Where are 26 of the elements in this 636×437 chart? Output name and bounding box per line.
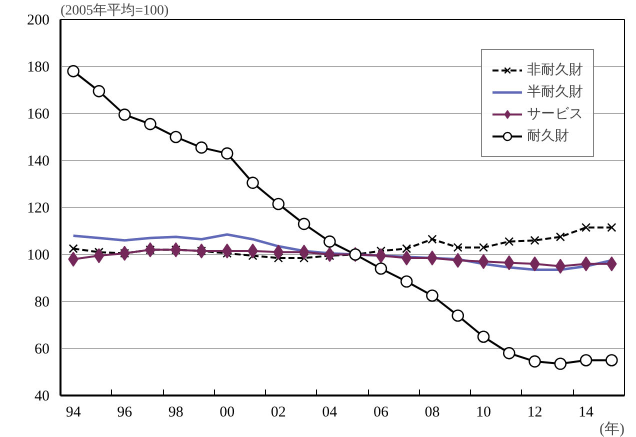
y-tick-label: 80 [34, 294, 50, 310]
y-tick-label: 60 [34, 342, 50, 358]
x-tick-label: 14 [578, 404, 594, 420]
x-axis-title: (年) [600, 420, 625, 437]
x-tick-label: 98 [168, 404, 184, 420]
x-tick-label: 00 [220, 404, 235, 420]
legend-label: 非耐久財 [527, 61, 583, 79]
x-tick-label: 06 [373, 404, 389, 420]
x-tick-label: 94 [66, 404, 82, 420]
legend-label: 耐久財 [527, 127, 569, 145]
x-tick-label: 96 [117, 404, 133, 420]
y-tick-label: 160 [27, 106, 50, 122]
chart-subtitle: (2005年平均=100) [60, 2, 170, 18]
y-tick-label: 120 [27, 200, 50, 216]
x-tick-label: 12 [527, 404, 542, 420]
y-tick-label: 200 [27, 12, 50, 28]
x-tick-label: 08 [424, 404, 440, 420]
y-tick-label: 140 [27, 154, 50, 170]
y-tick-label: 40 [34, 388, 50, 404]
legend-label: サービス [527, 105, 583, 123]
x-tick-label: 04 [322, 404, 338, 420]
x-tick-label: 02 [270, 404, 286, 420]
legend-label: 半耐久財 [527, 83, 583, 101]
x-tick-label: 10 [476, 404, 491, 420]
y-tick-label: 100 [27, 248, 50, 264]
y-tick-label: 180 [27, 60, 50, 76]
